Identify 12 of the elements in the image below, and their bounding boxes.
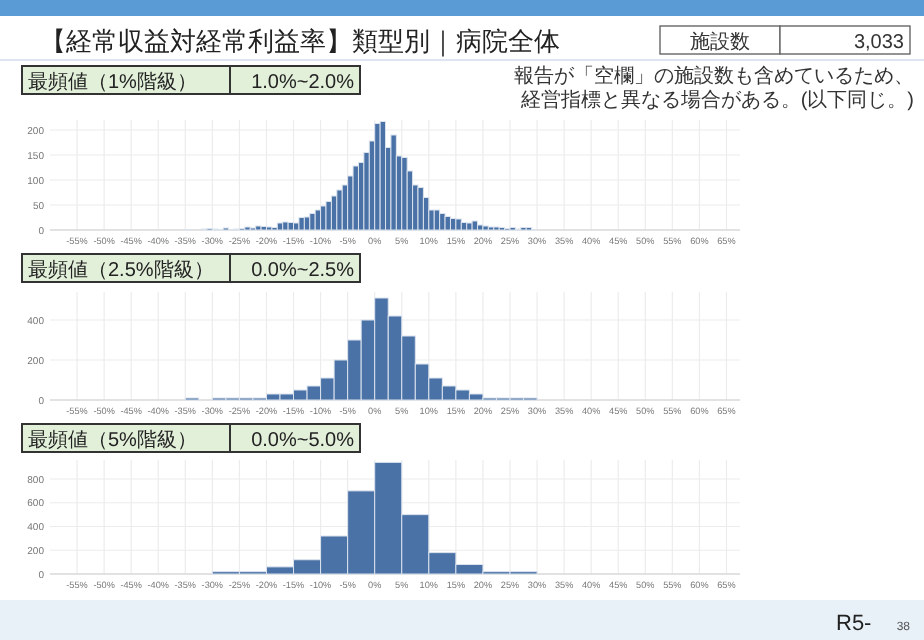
text: 0.0%~2.5% — [251, 260, 355, 282]
text: 1.0%~2.0% — [251, 72, 355, 94]
text: 最頻値（5%階級） — [28, 428, 197, 452]
text: 最頻値（1%階級） — [28, 70, 197, 94]
text: 3,033 — [853, 32, 905, 54]
text: 0.0%~5.0% — [251, 430, 355, 452]
text: 経営指標と異なる場合がある。(以下同じ。) — [518, 88, 914, 112]
text: 施設数 — [690, 30, 750, 54]
text: R5- — [836, 612, 873, 636]
text: 報告が「空欄」の施設数も含めているため、 — [514, 64, 914, 88]
chart-title: 【経常収益対経常利益率】類型別｜病院全体 — [40, 26, 560, 58]
text: 最頻値（2.5%階級） — [28, 258, 214, 282]
